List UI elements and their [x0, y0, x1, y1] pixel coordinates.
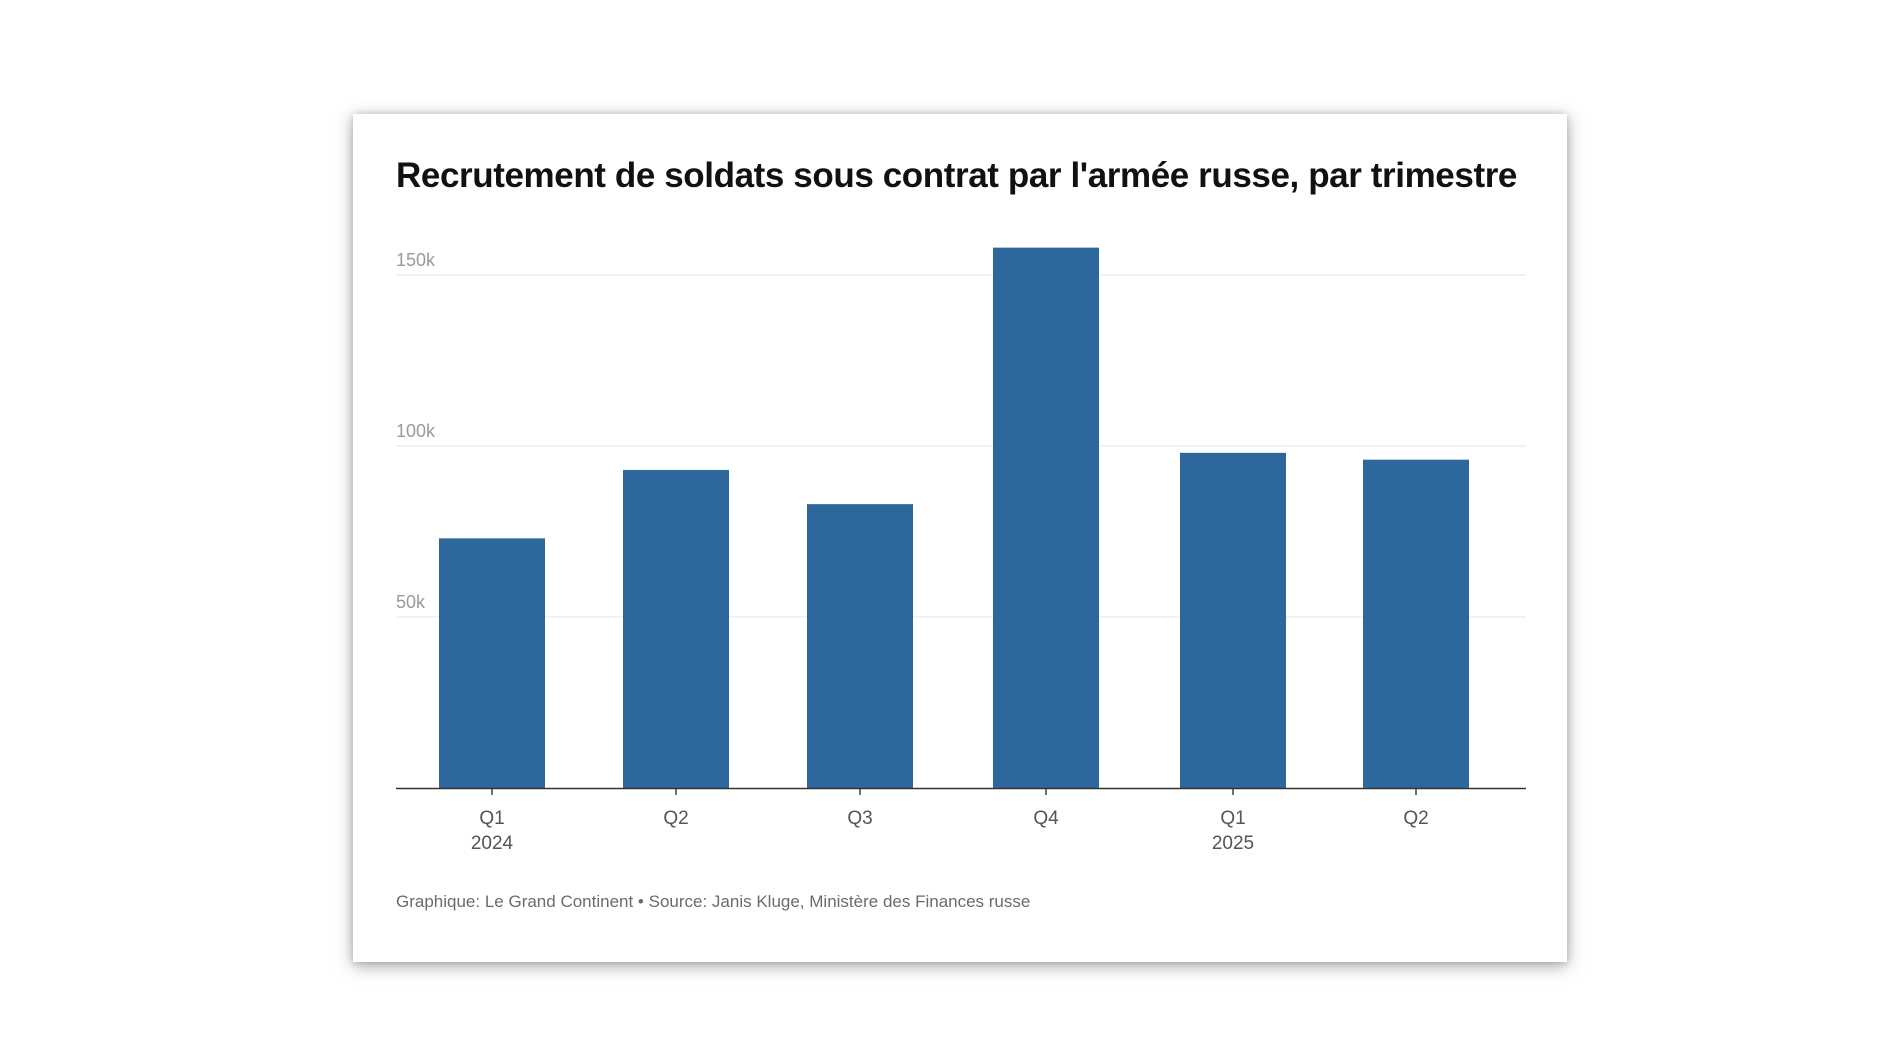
x-tick-label: Q2: [1403, 808, 1428, 829]
bar-6: [1363, 459, 1469, 788]
bar-chart: 50k 100k 150k Q1 2024 Q2 Q3 Q4 Q1 2025 Q2: [396, 247, 1526, 854]
bar-1: [439, 538, 545, 788]
chart-title: Recrutement de soldats sous contrat par …: [396, 156, 1517, 195]
x-tick-label: Q1: [1220, 808, 1245, 829]
chart-card: Recrutement de soldats sous contrat par …: [353, 114, 1567, 962]
bar-2: [623, 469, 729, 788]
bar-4: [993, 247, 1099, 788]
x-group-label: 2025: [1212, 833, 1254, 854]
x-tick-label: Q1: [479, 808, 504, 829]
x-tick-label: Q3: [847, 808, 872, 829]
y-tick-label: 100k: [396, 421, 436, 441]
bar-3: [807, 504, 913, 788]
y-tick-label: 150k: [396, 250, 436, 270]
bar-5: [1180, 452, 1286, 788]
x-tick-label: Q2: [663, 808, 688, 829]
x-tick-label: Q4: [1033, 808, 1059, 829]
y-tick-label: 50k: [396, 592, 426, 612]
chart-source: Graphique: Le Grand Continent • Source: …: [396, 892, 1031, 911]
x-group-label: 2024: [471, 833, 514, 854]
